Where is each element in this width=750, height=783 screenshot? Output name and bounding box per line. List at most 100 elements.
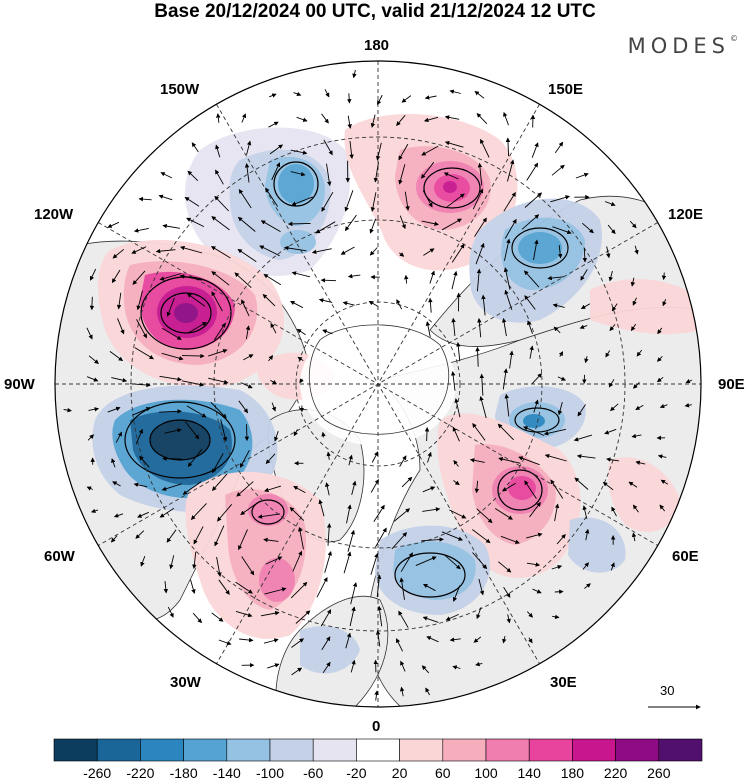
- wind-vector: [291, 667, 303, 676]
- anomaly-negative-130e: [469, 198, 602, 323]
- wind-vector: [293, 429, 298, 437]
- wind-vector: [474, 217, 487, 237]
- wind-vector: [111, 458, 116, 468]
- wind-vector: [584, 528, 590, 541]
- wind-vector: [526, 532, 543, 539]
- anomaly-positive-170e: [344, 113, 518, 271]
- wind-vector: [263, 638, 279, 644]
- wind-vector: [192, 612, 202, 624]
- wind-vector: [454, 398, 461, 418]
- wind-vector: [399, 252, 405, 257]
- wind-vector: [311, 248, 332, 255]
- wind-vector: [289, 506, 305, 521]
- wind-vector: [235, 581, 253, 594]
- wind-vector: [215, 169, 224, 185]
- wind-vector: [580, 303, 591, 309]
- wind-vector: [684, 403, 692, 408]
- wind-vector: [557, 401, 563, 416]
- wind-vector: [500, 535, 520, 544]
- wind-vector: [370, 192, 377, 212]
- wind-vector: [415, 556, 437, 567]
- wind-vector: [452, 665, 461, 670]
- wind-vector: [159, 409, 182, 414]
- wind-vector: [602, 481, 614, 491]
- wind-vector: [472, 552, 488, 570]
- wind-vector: [211, 216, 230, 231]
- wind-vector: [169, 555, 175, 570]
- wind-vector: [290, 300, 304, 309]
- colorbar-tick-label: 100: [474, 765, 498, 781]
- wind-vector: [504, 393, 510, 417]
- wind-vector: [370, 114, 376, 128]
- wind-vector: [137, 511, 149, 518]
- lon-label-150w: 150W: [160, 81, 200, 98]
- wind-vector: [184, 421, 200, 440]
- wind-vector: [268, 355, 274, 362]
- map-boundary: [54, 60, 702, 708]
- wind-vector: [133, 227, 149, 233]
- wind-vector: [347, 273, 361, 279]
- wind-vector: [315, 221, 336, 234]
- wind-vector: [187, 448, 203, 467]
- wind-vector: [505, 137, 511, 157]
- wind-vector: [161, 352, 184, 361]
- wind-vector: [161, 483, 182, 491]
- wind-vector: [503, 191, 516, 212]
- wind-vector: [424, 426, 430, 442]
- wind-vector: [322, 661, 331, 673]
- wind-vector: [375, 142, 382, 161]
- colorbar-tick-label: 140: [517, 765, 541, 781]
- wind-vector: [299, 378, 304, 384]
- wind-vector: [208, 348, 228, 357]
- wind-vector: [631, 433, 642, 439]
- wind-vector: [107, 221, 120, 228]
- wind-vector: [350, 582, 358, 605]
- wind-vector: [398, 610, 409, 628]
- wind-vector: [135, 530, 145, 539]
- wind-vector: [444, 140, 464, 148]
- wind-vector: [429, 270, 435, 284]
- wind-vector: [475, 661, 483, 667]
- wind-vector: [543, 428, 566, 436]
- wind-vector: [369, 247, 378, 256]
- wind-vector: [290, 149, 308, 155]
- wind-vector: [557, 376, 566, 381]
- wind-vector: [550, 479, 564, 499]
- wind-vector: [212, 473, 228, 491]
- colorbar-tick-label: -60: [303, 765, 324, 781]
- wind-vector: [316, 577, 328, 598]
- wind-vector: [632, 297, 637, 306]
- wind-vector: [477, 162, 483, 186]
- wind-vector: [476, 113, 488, 125]
- wind-vector: [297, 356, 304, 362]
- wind-vector: [475, 242, 485, 265]
- graticule: [55, 61, 701, 707]
- wind-vector: [215, 144, 221, 158]
- wind-vector: [214, 525, 225, 547]
- wind-vector: [241, 299, 250, 317]
- wind-vector: [166, 529, 177, 543]
- colorbar-swatch: [572, 738, 616, 762]
- wind-vector: [610, 562, 615, 571]
- lon-label-90e: 90E: [718, 376, 745, 393]
- wind-vector: [423, 248, 435, 256]
- lon-label-60w: 60W: [44, 548, 75, 565]
- wind-vector: [274, 431, 279, 442]
- wind-vector: [446, 193, 465, 208]
- wind-vector: [452, 426, 460, 442]
- wind-vector: [181, 380, 205, 387]
- colorbar-swatch: [442, 738, 487, 762]
- wind-vector: [111, 269, 121, 284]
- wind-vector: [239, 450, 250, 468]
- wind-vector: [629, 220, 637, 229]
- wind-vector: [270, 379, 278, 385]
- wind-vector: [370, 479, 379, 493]
- wind-vector: [347, 115, 352, 129]
- wind-vector: [262, 293, 276, 307]
- wind-vector: [551, 564, 563, 570]
- wind-vector: [544, 453, 567, 462]
- wind-vector: [369, 218, 377, 234]
- wind-vector: [427, 451, 432, 463]
- wind-vector: [129, 382, 151, 388]
- wind-vector: [351, 480, 357, 496]
